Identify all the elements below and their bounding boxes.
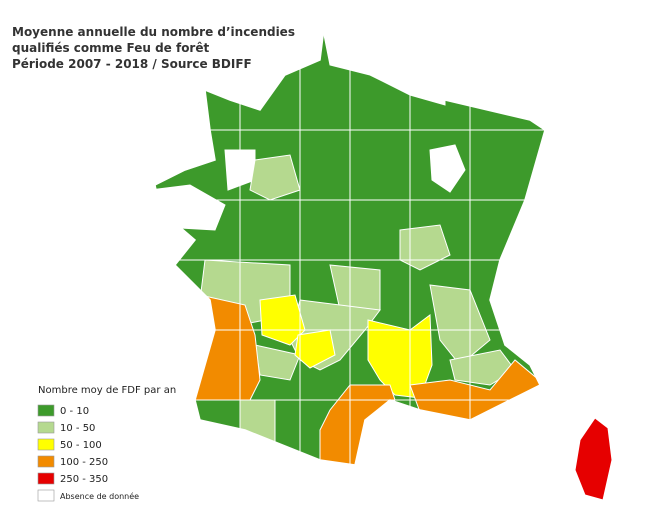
department-zone: [399, 224, 451, 271]
legend-label: Absence de donnée: [60, 491, 139, 501]
title-line: qualifiés comme Feu de forêt: [12, 41, 209, 55]
legend-label: 10 - 50: [60, 423, 95, 434]
legend-swatch: [37, 455, 55, 468]
legend-swatch: [37, 421, 55, 434]
legend-swatch: [37, 489, 55, 502]
department-zone: [429, 144, 466, 193]
legend-title: Nombre moy de FDF par an: [38, 385, 176, 396]
title-line: Période 2007 - 2018 / Source BDIFF: [12, 57, 252, 71]
legend-swatch: [37, 472, 55, 485]
department-zone: [249, 154, 301, 201]
legend: 0 - 10 10 - 50 50 - 100 100 - 250 250 - 350 A…: [37, 404, 139, 502]
corsica: [574, 417, 613, 501]
legend-label: 0 - 10: [60, 406, 89, 417]
department-borders: [155, 20, 545, 465]
legend-label: 50 - 100: [60, 440, 102, 451]
legend-label: 250 - 350: [60, 474, 108, 485]
legend-swatch: [37, 404, 55, 417]
department-zone: [294, 329, 336, 369]
department-zone: [239, 399, 276, 446]
title-line: Moyenne annuelle du nombre d’incendies: [12, 25, 295, 39]
department-zone: [429, 284, 491, 366]
legend-label: 100 - 250: [60, 457, 108, 468]
legend-swatch: [37, 438, 55, 451]
